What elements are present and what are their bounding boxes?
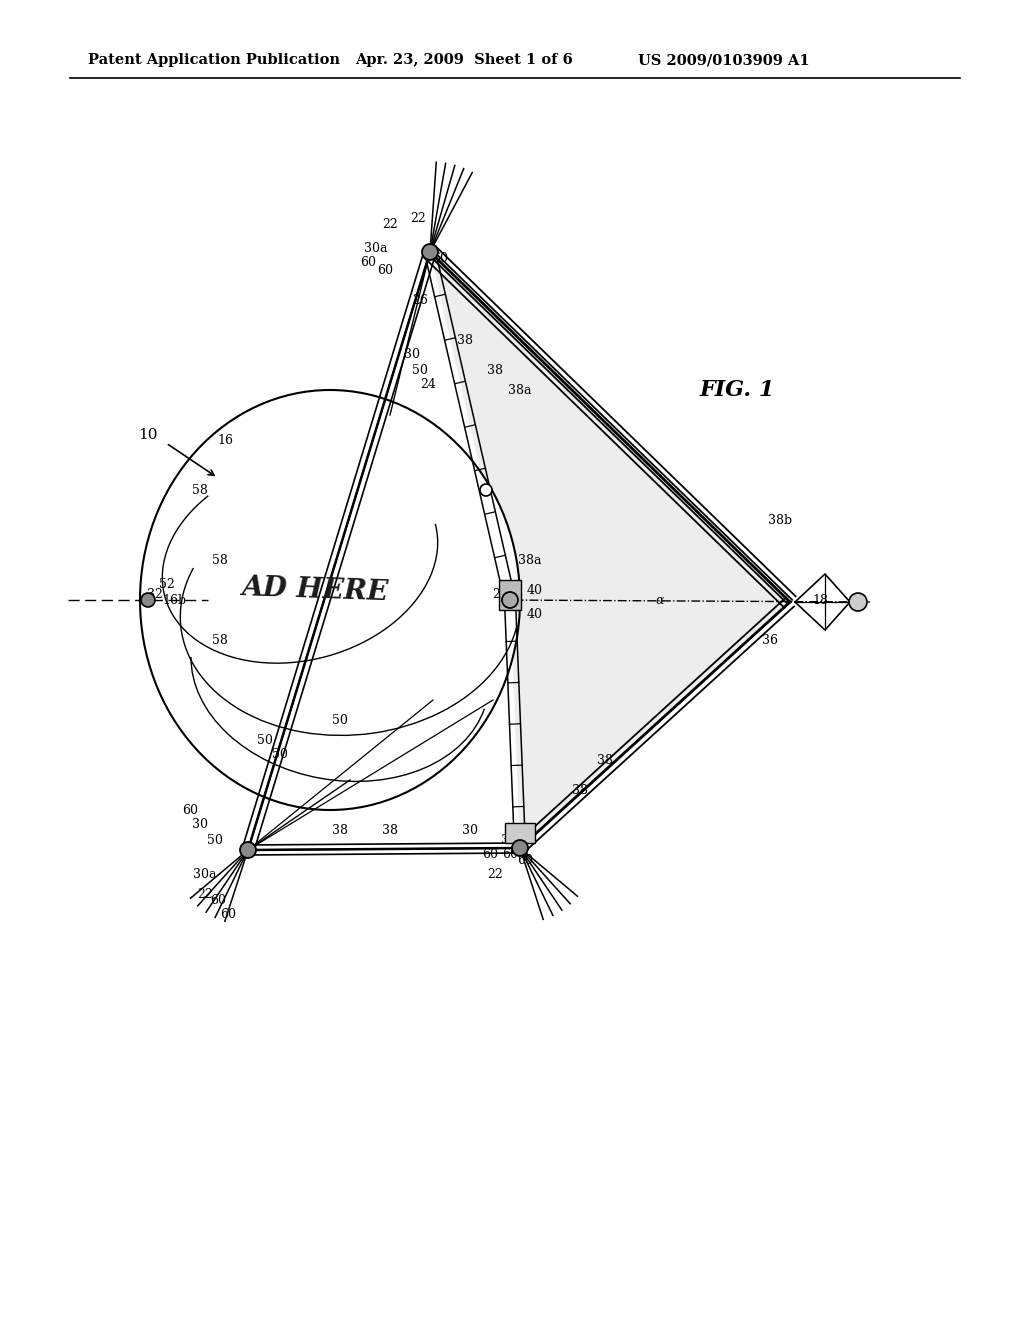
Text: 30a: 30a [365,242,388,255]
Polygon shape [510,601,790,847]
Ellipse shape [140,389,520,810]
Text: 38a: 38a [508,384,531,396]
Text: 38: 38 [382,824,398,837]
Text: 16: 16 [217,433,233,446]
Text: 22: 22 [411,211,426,224]
Polygon shape [430,252,790,602]
Text: US 2009/0103909 A1: US 2009/0103909 A1 [638,53,810,67]
Circle shape [502,591,518,609]
Text: 28: 28 [493,589,508,602]
Text: AD HERE: AD HERE [241,574,389,606]
Text: 38: 38 [572,784,588,796]
Circle shape [422,244,438,260]
Text: 38b: 38b [768,513,792,527]
Text: 58: 58 [212,634,228,647]
Text: 32: 32 [147,589,163,602]
Text: 26: 26 [412,293,428,306]
Text: 60: 60 [482,849,498,862]
Text: 24: 24 [420,379,436,392]
Text: 22: 22 [198,888,213,902]
Text: 38: 38 [332,824,348,837]
Text: 36: 36 [762,634,778,647]
Text: 50: 50 [272,748,288,762]
Text: 60: 60 [377,264,393,276]
Text: 38a: 38a [518,553,542,566]
Text: 38: 38 [457,334,473,346]
FancyBboxPatch shape [499,579,521,610]
Text: 40: 40 [527,609,543,622]
Text: 30a: 30a [194,869,217,882]
Text: 18: 18 [812,594,828,606]
Text: 58: 58 [193,483,208,496]
Text: 58: 58 [212,553,228,566]
Text: 60: 60 [517,854,534,866]
Text: α: α [655,594,665,606]
Circle shape [240,842,256,858]
Text: 60: 60 [502,849,518,862]
Text: 10: 10 [138,428,158,442]
Text: 38: 38 [487,363,503,376]
Text: 30: 30 [193,818,208,832]
Text: 52: 52 [159,578,175,591]
Text: 60: 60 [182,804,198,817]
Text: 40: 40 [527,583,543,597]
Circle shape [849,593,867,611]
Text: 60: 60 [220,908,236,921]
Text: 22: 22 [487,869,503,882]
Text: Apr. 23, 2009  Sheet 1 of 6: Apr. 23, 2009 Sheet 1 of 6 [355,53,572,67]
Text: Patent Application Publication: Patent Application Publication [88,53,340,67]
Text: 22: 22 [382,219,398,231]
Text: 16b: 16b [163,594,187,606]
Text: FIG. 1: FIG. 1 [700,379,775,401]
Text: 38: 38 [597,754,613,767]
Circle shape [141,593,155,607]
Text: 30: 30 [462,824,478,837]
Text: 50: 50 [257,734,273,747]
Text: 60: 60 [210,894,226,907]
Text: 30: 30 [404,348,420,362]
FancyBboxPatch shape [505,822,535,843]
Circle shape [512,840,528,855]
Circle shape [480,484,492,496]
Text: 60: 60 [360,256,376,268]
Text: 60: 60 [432,252,449,264]
Text: 50: 50 [332,714,348,726]
Text: 50: 50 [207,833,223,846]
Text: 30a: 30a [502,833,524,846]
Text: 50: 50 [412,363,428,376]
